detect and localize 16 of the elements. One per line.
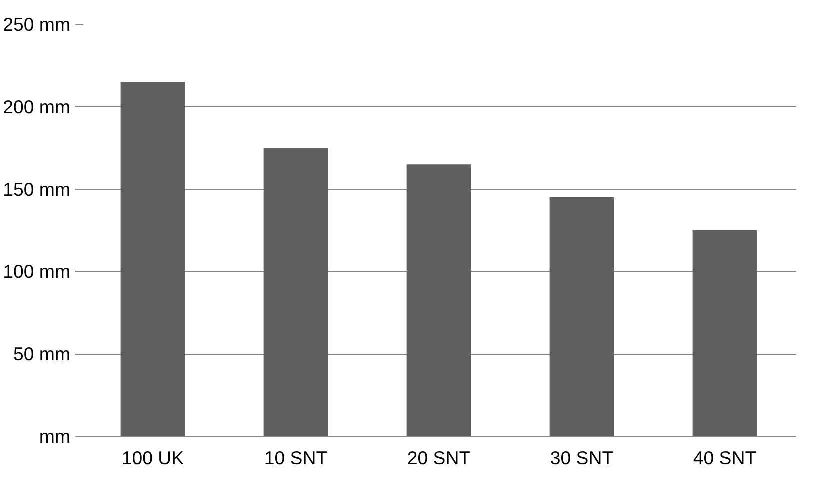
y-tick-label: 100 mm [3, 261, 71, 282]
x-tick-label: 100 UK [122, 448, 185, 468]
x-tick-label: 40 SNT [693, 448, 757, 468]
y-tick-label: 200 mm [3, 96, 71, 118]
y-tick-label: 150 mm [3, 178, 71, 200]
bar [120, 82, 186, 436]
x-tick-label: 10 SNT [264, 448, 328, 468]
y-tick-label: 250 mm [3, 14, 71, 35]
x-tick-label: 30 SNT [550, 448, 614, 468]
y-tick-label: mm [39, 426, 71, 447]
bar [406, 164, 472, 436]
x-tick-label: 20 SNT [407, 448, 471, 468]
bar [264, 148, 328, 436]
y-tick-label: 50 mm [13, 344, 71, 365]
bar [550, 198, 614, 436]
bar [692, 230, 758, 436]
